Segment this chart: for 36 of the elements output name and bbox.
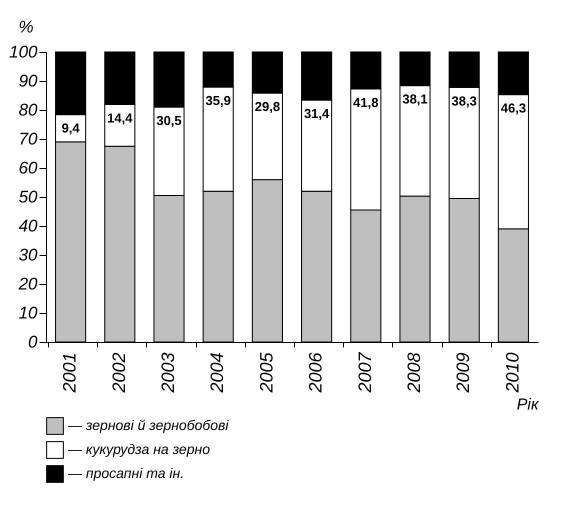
y-tick-label: 10 [18,304,38,322]
y-tick-label: 50 [18,188,38,206]
x-tick-label: 2008 [404,352,424,394]
x-tick-label: 2001 [60,352,80,394]
y-tick-label: 30 [18,246,38,264]
y-tick-label: 60 [18,158,38,178]
x-tick-label: 2007 [354,352,375,394]
data-label: 14,4 [107,110,134,126]
y-tick-label: 0 [28,332,38,352]
data-label: 29,8 [254,99,280,114]
data-label: 9,4 [62,120,80,136]
x-tick-label: 2010 [502,352,522,394]
x-axis-title: Рік [516,396,540,414]
data-label: 35,9 [206,93,231,108]
x-tick-label: 2009 [453,352,474,394]
x-tick-label: 2003 [158,352,178,394]
x-tick-label: 2006 [306,352,326,394]
data-label: 38,1 [402,92,428,107]
legend-label: — просапні та ін. [67,465,184,481]
y-tick-label: 20 [18,274,38,294]
data-label: 30,5 [156,113,182,128]
y-tick-label: 80 [18,100,38,120]
data-label: 31,4 [304,106,330,122]
y-axis-title: % [18,18,34,36]
data-label: 46,3 [500,100,526,116]
legend-label: — зернові й зернобобові [67,417,230,433]
y-tick-label: 90 [18,72,38,90]
data-label: 41,8 [353,94,378,110]
data-label: 38,3 [452,93,477,108]
y-tick-label: 100 [9,42,38,62]
x-tick-label: 2002 [108,352,129,394]
x-tick-label: 2004 [207,352,228,394]
legend-label: — кукурудза на зерно [67,441,210,457]
x-tick-label: 2005 [256,352,276,394]
y-tick-label: 40 [18,216,38,236]
y-tick-label: 70 [18,130,38,148]
